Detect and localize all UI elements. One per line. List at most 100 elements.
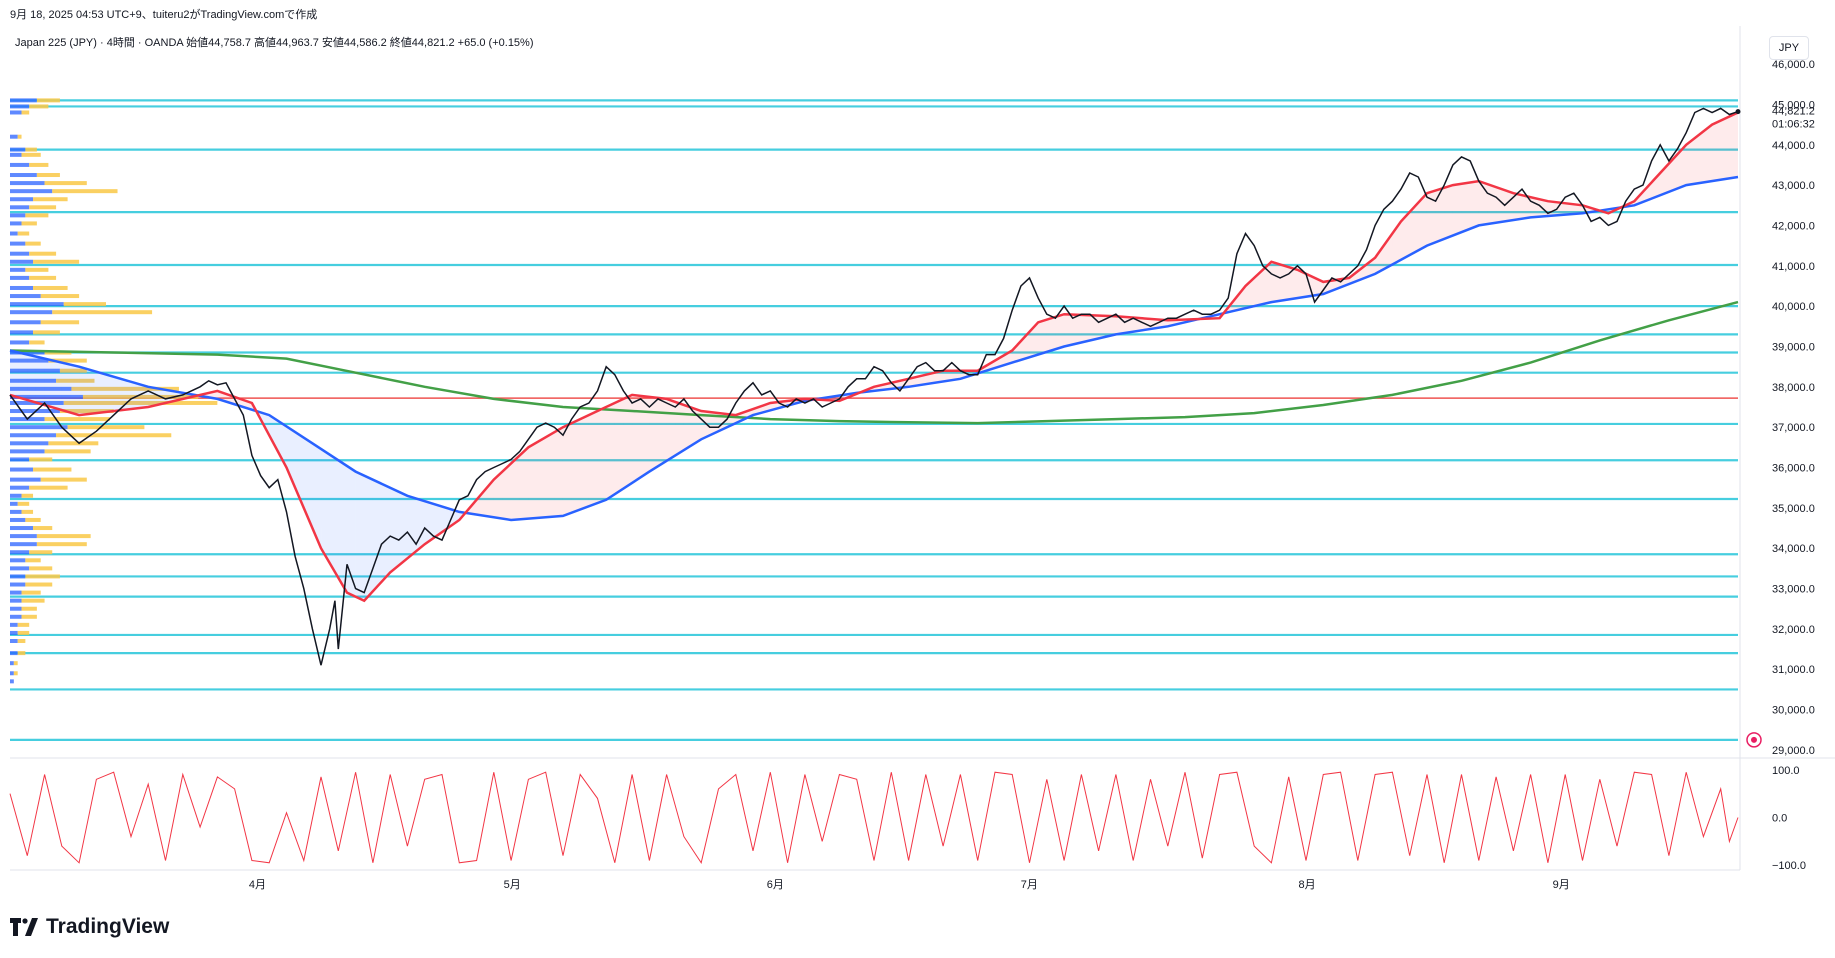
profile-bar-up xyxy=(10,340,30,345)
cloud-segment xyxy=(580,415,589,510)
profile-bar-down xyxy=(21,606,37,611)
profile-bar-up xyxy=(10,661,14,666)
profile-bar-up xyxy=(10,358,49,363)
cloud-segment xyxy=(1504,190,1514,222)
cloud-segment xyxy=(1426,190,1436,246)
cloud-segment xyxy=(130,381,140,410)
profile-bar-up xyxy=(10,104,30,109)
profile-bar-up xyxy=(10,189,53,194)
cloud-segment xyxy=(1366,257,1376,278)
price-tick-label: 45,000.0 xyxy=(1772,99,1815,111)
profile-bar-up xyxy=(10,614,22,619)
horizontal-levels xyxy=(10,99,1738,741)
profile-bar-up xyxy=(10,501,18,506)
cloud-segment xyxy=(1668,154,1678,192)
profile-bar-down xyxy=(21,614,37,619)
profile-bar-down xyxy=(59,409,114,414)
profile-bar-down xyxy=(29,550,53,555)
cloud-segment xyxy=(44,358,54,408)
profile-bar-down xyxy=(52,189,118,194)
profile-bar-down xyxy=(71,386,179,391)
cloud-segment xyxy=(105,374,114,413)
oscillator-axis: 100.0 0.0 −100.0 xyxy=(1772,765,1806,872)
profile-bar-up xyxy=(10,433,57,438)
profile-bar-up xyxy=(10,181,45,186)
profile-bar-down xyxy=(82,394,199,399)
cloud-segment xyxy=(1383,233,1393,270)
price-tick-label: 33,000.0 xyxy=(1772,584,1815,596)
cloud-segment xyxy=(53,360,62,411)
profile-bar-down xyxy=(25,517,41,522)
cloud-segment xyxy=(1444,185,1453,239)
profile-bar-down xyxy=(36,534,91,539)
tradingview-logo[interactable]: TradingView xyxy=(10,915,169,939)
cloud-segment xyxy=(416,498,425,552)
cloud-segment xyxy=(1686,138,1695,186)
profile-bar-down xyxy=(33,526,53,531)
cloud-segment xyxy=(1003,350,1013,366)
profile-bar-down xyxy=(29,104,49,109)
cloud-segment xyxy=(597,407,607,504)
profile-bar-up xyxy=(10,285,34,290)
profile-bar-down xyxy=(40,477,87,482)
cloud-segment xyxy=(649,396,658,472)
profile-bar-up xyxy=(10,590,22,595)
cloud-segment xyxy=(1729,112,1738,179)
price-tick-label: 37,000.0 xyxy=(1772,422,1815,434)
oscillator-line xyxy=(9,771,1739,865)
profile-bar-up xyxy=(10,330,34,335)
profile-bar-down xyxy=(17,639,26,643)
cloud-segment xyxy=(1055,314,1065,350)
month-label: 6月 xyxy=(767,879,784,891)
cloud-segment xyxy=(139,384,149,409)
profile-bar-up xyxy=(10,110,22,115)
cloud-segment xyxy=(1539,199,1548,217)
cloud-segment xyxy=(1081,314,1090,343)
cloud-segment xyxy=(381,483,391,582)
profile-bar-down xyxy=(17,231,30,236)
profile-bar-up xyxy=(10,622,18,627)
cloud-segment xyxy=(1677,144,1687,189)
profile-bar-up xyxy=(10,425,68,430)
cloud-segment xyxy=(346,465,356,597)
cloud-segment xyxy=(113,376,123,412)
cloud-segment xyxy=(303,437,313,529)
profile-bar-down xyxy=(56,433,172,438)
profile-bar-down xyxy=(67,425,145,430)
profile-bar-down xyxy=(44,181,87,186)
cloud-segment xyxy=(1573,204,1583,215)
alert-icon-dot xyxy=(1751,736,1757,743)
profile-bar-down xyxy=(21,590,41,595)
profile-bar-up xyxy=(10,173,37,178)
price-tick-label: 40,000.0 xyxy=(1772,301,1815,313)
profile-bar-up xyxy=(10,574,26,579)
cloud-segment xyxy=(511,455,520,520)
cloud-segment xyxy=(18,352,28,400)
profile-bar-down xyxy=(29,340,45,345)
price-tick-label: 46,000.0 xyxy=(1772,59,1815,71)
profile-bar-up xyxy=(10,302,64,307)
price-tick-label: 44,000.0 xyxy=(1772,140,1815,152)
cloud-segment xyxy=(1297,269,1306,299)
oscillator-tick-label: 0.0 xyxy=(1772,813,1787,825)
cloud-segment xyxy=(35,356,45,405)
profile-bar-up xyxy=(10,509,22,514)
profile-bar-up xyxy=(10,259,34,264)
alert-icon[interactable] xyxy=(1746,732,1762,748)
price-tick-label: 34,000.0 xyxy=(1772,543,1815,555)
profile-bar-up xyxy=(10,231,18,236)
cloud-segment xyxy=(1530,197,1540,218)
cloud-segment xyxy=(364,475,373,601)
cloud-segment xyxy=(27,354,36,403)
profile-bar-up xyxy=(10,267,26,272)
profile-bar-up xyxy=(10,630,18,635)
profile-bar-down xyxy=(25,147,37,152)
cloud-segment xyxy=(1513,193,1522,221)
profile-bar-up xyxy=(10,526,34,531)
currency-button[interactable]: JPY xyxy=(1769,36,1809,60)
profile-bar-up xyxy=(10,606,22,611)
profile-bar-up xyxy=(10,275,30,280)
ma-mid-line xyxy=(9,175,1739,522)
price-tick-label: 42,000.0 xyxy=(1772,220,1815,232)
